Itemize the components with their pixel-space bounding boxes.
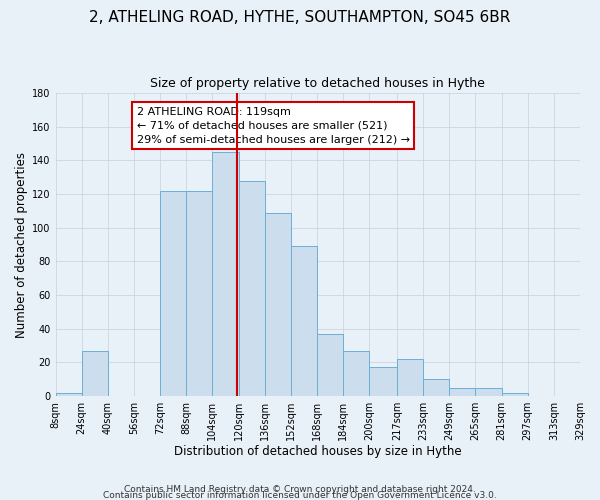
Bar (160, 190, 186, 396)
Text: Contains public sector information licensed under the Open Government Licence v3: Contains public sector information licen… (103, 490, 497, 500)
Text: Contains HM Land Registry data © Crown copyright and database right 2024.: Contains HM Land Registry data © Crown c… (124, 484, 476, 494)
Bar (475, 388, 502, 396)
Bar (343, 350, 369, 396)
Bar (369, 368, 397, 396)
Bar (212, 152, 239, 396)
Bar (317, 334, 343, 396)
Bar (239, 180, 265, 396)
Bar (449, 388, 475, 396)
Title: Size of property relative to detached houses in Hythe: Size of property relative to detached ho… (151, 78, 485, 90)
Bar (186, 190, 212, 396)
X-axis label: Distribution of detached houses by size in Hythe: Distribution of detached houses by size … (174, 444, 461, 458)
Text: 2, ATHELING ROAD, HYTHE, SOUTHAMPTON, SO45 6BR: 2, ATHELING ROAD, HYTHE, SOUTHAMPTON, SO… (89, 10, 511, 25)
Bar (502, 392, 528, 396)
Y-axis label: Number of detached properties: Number of detached properties (15, 152, 28, 338)
Bar (423, 380, 449, 396)
Text: 2 ATHELING ROAD: 119sqm
← 71% of detached houses are smaller (521)
29% of semi-d: 2 ATHELING ROAD: 119sqm ← 71% of detache… (137, 106, 410, 144)
Bar (56, 392, 82, 396)
Bar (82, 350, 108, 396)
Bar (265, 212, 291, 396)
Bar (397, 359, 423, 396)
Bar (291, 246, 317, 396)
